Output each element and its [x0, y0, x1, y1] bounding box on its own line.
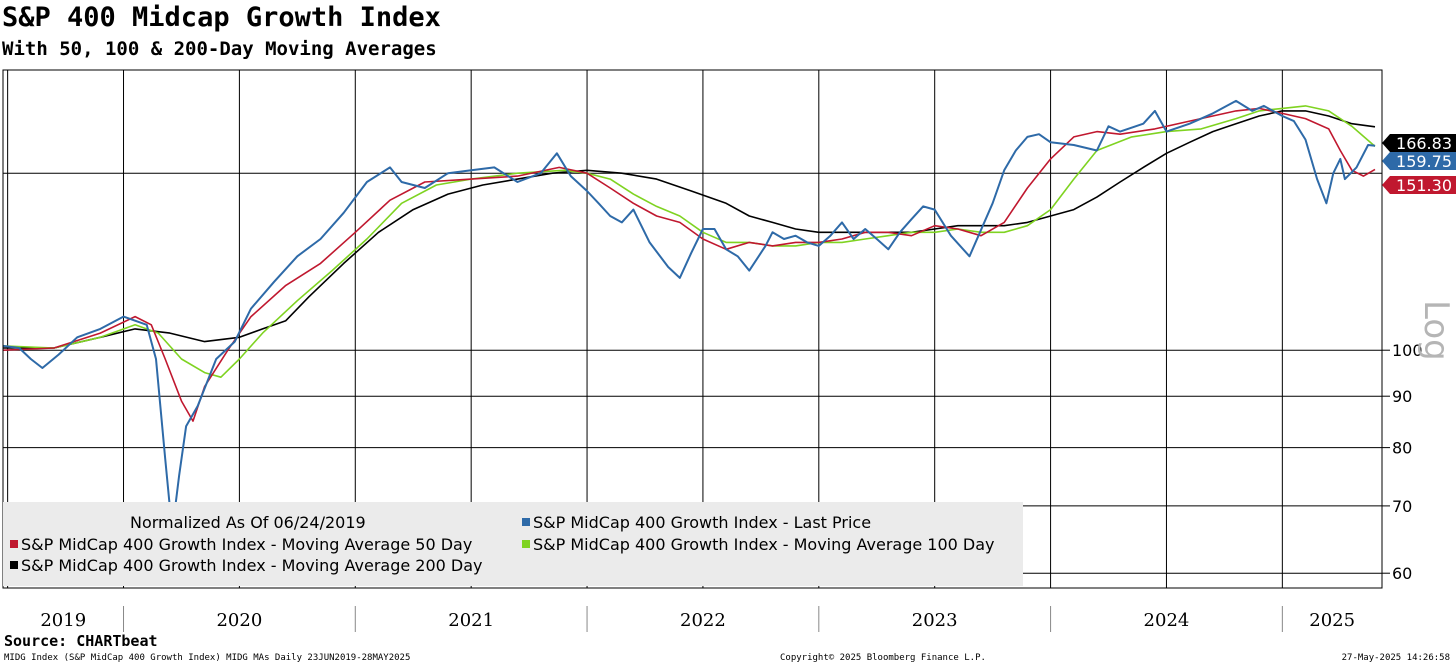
y-tick-label: 60 — [1392, 564, 1412, 583]
legend-label-ma100: S&P MidCap 400 Growth Index - Moving Ave… — [533, 535, 995, 554]
x-axis: 2019 2020 2021 2022 2023 2024 2025 — [3, 587, 1382, 632]
footer-timestamp: 27-May-2025 14:26:58 — [1341, 653, 1450, 663]
source-note: Source: CHARTbeat — [4, 632, 158, 650]
legend-swatch-ma50 — [10, 540, 18, 548]
year-label: 2022 — [680, 610, 726, 631]
last-value-label-ma200: 166.83 — [1396, 134, 1452, 153]
legend-swatch-ma100 — [522, 540, 530, 548]
last-value-label-ma50: 151.30 — [1396, 176, 1452, 195]
legend-swatch-ma200 — [10, 561, 18, 569]
legend-box — [3, 502, 1023, 586]
series-line-ma100 — [2, 105, 1376, 378]
legend-label-ma50: S&P MidCap 400 Growth Index - Moving Ave… — [21, 535, 472, 554]
series-line-ma50 — [2, 107, 1376, 422]
y-tick-label: 80 — [1392, 439, 1412, 458]
legend-swatch-price — [522, 518, 530, 526]
legend-label-ma200: S&P MidCap 400 Growth Index - Moving Ave… — [21, 556, 483, 575]
last-value-label-price: 159.75 — [1396, 152, 1452, 171]
chart-subtitle: With 50, 100 & 200-Day Moving Averages — [2, 38, 437, 60]
y-axis: 60 70 80 90 100 — [1382, 341, 1423, 583]
last-value-tag-ma200 — [1382, 134, 1456, 152]
series-line-price — [2, 99, 1376, 533]
last-value-tag-ma50 — [1382, 176, 1456, 194]
legend-label-price: S&P MidCap 400 Growth Index - Last Price — [533, 513, 871, 532]
scale-label: Log — [1416, 300, 1456, 361]
legend: Normalized As Of 06/24/2019 S&P MidCap 40… — [3, 502, 1023, 586]
footer-ticker-info: MIDG Index (S&P MidCap 400 Growth Index)… — [4, 653, 411, 663]
last-value-tag-price — [1382, 152, 1456, 170]
y-tick-label: 90 — [1392, 387, 1412, 406]
year-label: 2024 — [1144, 610, 1190, 631]
y-tick-label: 70 — [1392, 497, 1412, 516]
year-label: 2020 — [216, 610, 262, 631]
footer-copyright: Copyright© 2025 Bloomberg Finance L.P. — [780, 653, 986, 663]
y-tick-label: 100 — [1392, 341, 1423, 360]
year-label: 2023 — [912, 610, 958, 631]
legend-note: Normalized As Of 06/24/2019 — [130, 513, 366, 532]
year-label: 2021 — [448, 610, 494, 631]
chart-title: S&P 400 Midcap Growth Index — [2, 2, 441, 33]
series-line-ma200 — [3, 110, 1376, 349]
year-label: 2019 — [40, 610, 86, 631]
series-layer — [2, 99, 1376, 533]
year-label: 2025 — [1309, 610, 1355, 631]
